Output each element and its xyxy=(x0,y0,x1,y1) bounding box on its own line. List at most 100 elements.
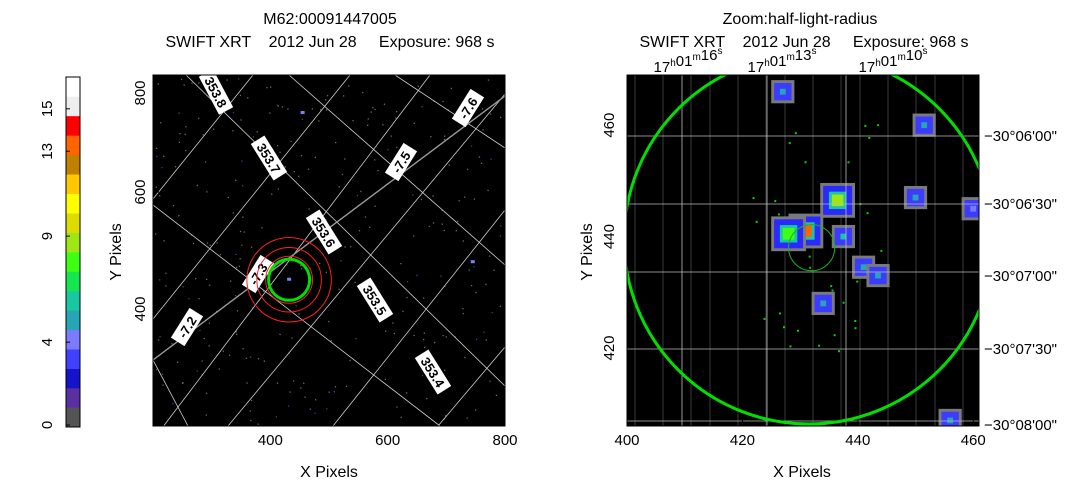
grid-line xyxy=(153,204,441,426)
colorbar-frame xyxy=(65,76,81,428)
dec-tick-label: −30°07'30" xyxy=(984,341,1057,358)
noise-pixel xyxy=(491,311,493,314)
colorbar-segment xyxy=(66,115,80,136)
y-tick-label: 600 xyxy=(132,179,149,204)
dec-label: -7.2 xyxy=(170,307,204,347)
noise-pixel xyxy=(159,279,161,281)
ra-tick-part: s xyxy=(717,46,722,57)
noise-pixel xyxy=(293,380,295,382)
noise-pixel xyxy=(421,374,424,377)
noise-pixel xyxy=(354,281,356,284)
speck xyxy=(877,124,880,127)
noise-pixel xyxy=(358,230,361,232)
speck xyxy=(868,137,871,139)
speck xyxy=(856,280,859,283)
grid-line xyxy=(437,346,505,426)
noise-pixel xyxy=(384,378,387,380)
left-title-line2: SWIFT XRT 2012 Jun 28 Exposure: 968 s xyxy=(165,34,494,51)
noise-pixel xyxy=(462,240,464,242)
noise-pixel xyxy=(177,361,179,363)
noise-pixel xyxy=(216,242,218,244)
noise-pixel xyxy=(238,265,240,267)
speck xyxy=(866,212,869,215)
noise-pixel xyxy=(257,423,259,425)
noise-pixel xyxy=(406,296,408,299)
noise-pixel xyxy=(203,337,205,340)
noise-pixel xyxy=(161,166,163,169)
noise-pixel xyxy=(249,410,251,412)
source-point xyxy=(470,260,475,264)
right-grid-lines xyxy=(627,75,979,426)
noise-pixel xyxy=(462,312,464,315)
noise-pixel xyxy=(205,392,208,394)
noise-pixel xyxy=(466,168,469,171)
grid-line xyxy=(394,75,505,149)
noise-pixel xyxy=(155,186,157,188)
grid-label-box xyxy=(250,135,288,181)
noise-pixel xyxy=(495,394,498,396)
ra-tick-part: 17 xyxy=(748,59,765,76)
ra-tick-part: 01 xyxy=(676,53,693,70)
noise-pixel xyxy=(257,358,260,360)
noise-pixel xyxy=(227,196,229,199)
speck xyxy=(809,266,812,269)
noise-pixel xyxy=(271,193,273,195)
colorbar-segment xyxy=(66,77,80,97)
noise-pixel xyxy=(239,258,241,260)
x-tick-label: 400 xyxy=(614,432,639,449)
noise-pixel xyxy=(266,87,268,89)
noise-pixel xyxy=(212,128,215,130)
grid-label-box xyxy=(198,75,234,115)
noise-pixel xyxy=(423,338,425,341)
noise-pixel xyxy=(242,348,244,350)
colorbar-segment xyxy=(66,368,80,389)
noise-pixel xyxy=(315,399,317,401)
left-frame xyxy=(152,74,506,427)
right-panel: Zoom:half-light-radius SWIFT XRT 2012 Ju… xyxy=(579,11,1057,481)
noise-pixel xyxy=(182,382,184,384)
x-tick-label: 400 xyxy=(258,432,283,449)
noise-pixel xyxy=(196,370,198,372)
noise-pixel xyxy=(311,108,313,110)
noise-pixel xyxy=(206,242,209,244)
noise-pixel xyxy=(344,246,346,248)
ra-tick-part: s xyxy=(811,46,816,57)
noise-pixel xyxy=(178,215,180,217)
noise-pixel xyxy=(470,145,473,147)
noise-pixel xyxy=(413,334,415,337)
noise-pixel xyxy=(383,103,386,105)
noise-pixel xyxy=(443,229,445,232)
speck xyxy=(778,312,781,315)
speck xyxy=(755,220,758,223)
speck xyxy=(752,197,755,200)
grid-label-box xyxy=(414,349,452,395)
noise-pixel xyxy=(367,124,369,126)
ra-tick-part: 01 xyxy=(881,53,898,70)
x-tick-label: 460 xyxy=(961,432,986,449)
noise-pixel xyxy=(174,166,177,168)
noise-pixel xyxy=(481,108,484,110)
noise-pixel xyxy=(293,171,295,173)
noise-pixel xyxy=(500,116,502,119)
noise-pixel xyxy=(250,399,253,402)
right-title-line2: SWIFT XRT 2012 Jun 28 Exposure: 968 s xyxy=(639,34,968,51)
noise-pixel xyxy=(458,200,460,202)
right-frame xyxy=(626,74,980,427)
speck xyxy=(774,200,777,203)
noise-pixel xyxy=(374,159,376,161)
noise-pixel xyxy=(222,350,224,352)
noise-pixel xyxy=(295,305,297,307)
right-marks xyxy=(627,75,979,426)
noise-pixel xyxy=(330,340,333,342)
noise-pixel xyxy=(286,264,288,266)
noise-pixel xyxy=(320,109,322,111)
noise-pixel xyxy=(198,298,200,300)
noise-pixel xyxy=(232,112,235,114)
noise-pixel xyxy=(199,329,201,332)
noise-pixel xyxy=(470,284,473,287)
noise-pixel xyxy=(473,266,475,268)
noise-pixel xyxy=(279,151,281,153)
noise-pixel xyxy=(483,331,485,333)
noise-pixel xyxy=(413,235,415,237)
